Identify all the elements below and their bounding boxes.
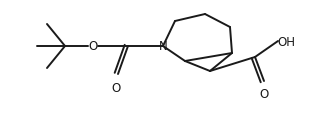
Text: N: N (159, 40, 167, 53)
Text: O: O (88, 40, 98, 53)
Text: O: O (111, 82, 121, 95)
Text: OH: OH (277, 35, 295, 48)
Text: O: O (259, 88, 269, 101)
